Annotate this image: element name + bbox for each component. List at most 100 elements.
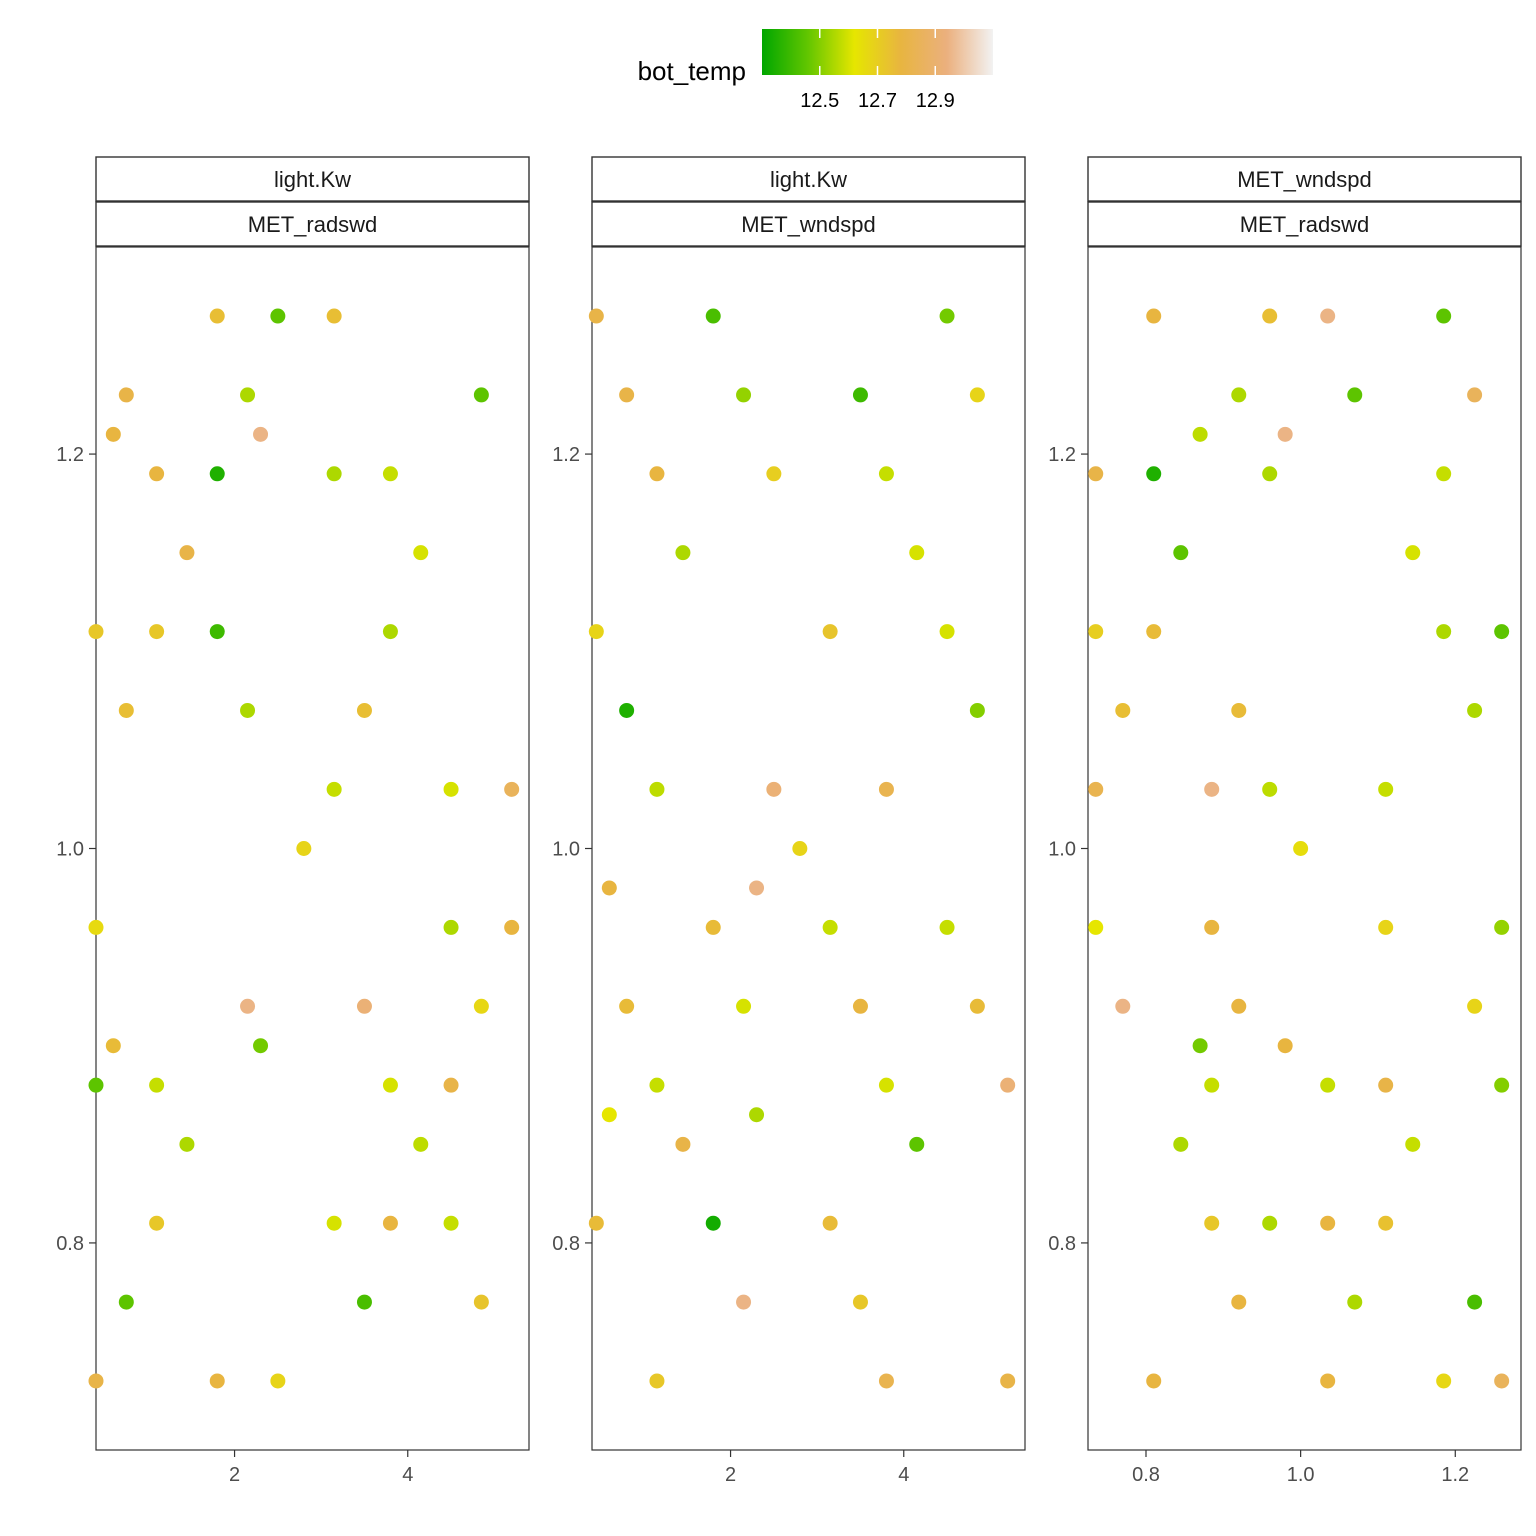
scatter-point xyxy=(1378,919,1394,935)
scatter-point xyxy=(1494,1373,1510,1389)
scatter-point xyxy=(1320,1373,1336,1389)
scatter-point xyxy=(270,1373,286,1389)
scatter-point xyxy=(443,1077,459,1093)
scatter-point xyxy=(356,1294,372,1310)
scatter-point xyxy=(1146,1373,1162,1389)
scatter-point xyxy=(209,308,225,324)
scatter-point xyxy=(675,545,691,561)
scatter-point xyxy=(1436,624,1452,640)
x-tick-label: 2 xyxy=(725,1464,736,1486)
y-tick-label: 0.8 xyxy=(56,1233,84,1255)
scatter-point xyxy=(149,1215,165,1231)
x-tick-label: 4 xyxy=(402,1464,413,1486)
scatter-point xyxy=(1436,466,1452,482)
facet-strip-label: light.Kw xyxy=(770,167,847,192)
scatter-point xyxy=(1192,426,1208,442)
scatter-point xyxy=(1262,308,1278,324)
scatter-point xyxy=(601,880,617,896)
scatter-point xyxy=(878,466,894,482)
scatter-point xyxy=(504,919,520,935)
scatter-point xyxy=(1378,781,1394,797)
y-tick-label: 1.2 xyxy=(56,444,84,466)
scatter-point xyxy=(88,624,104,640)
scatter-point xyxy=(1088,466,1104,482)
scatter-point xyxy=(969,702,985,718)
scatter-point xyxy=(1146,624,1162,640)
scatter-point xyxy=(705,1215,721,1231)
scatter-point xyxy=(443,1215,459,1231)
scatter-point xyxy=(1347,1294,1363,1310)
facet-strip-label: MET_wndspd xyxy=(1237,167,1372,192)
scatter-point xyxy=(909,545,925,561)
scatter-point xyxy=(588,624,604,640)
scatter-point xyxy=(326,308,342,324)
scatter-point xyxy=(1405,545,1421,561)
scatter-point xyxy=(1262,781,1278,797)
y-tick-label: 1.0 xyxy=(1048,839,1076,861)
scatter-point xyxy=(443,919,459,935)
scatter-point xyxy=(649,781,665,797)
scatter-point xyxy=(749,1107,765,1123)
scatter-point xyxy=(1494,1077,1510,1093)
scatter-point xyxy=(326,1215,342,1231)
scatter-point xyxy=(878,1373,894,1389)
scatter-point xyxy=(1467,702,1483,718)
facet-panel-3: MET_wndspd MET_radswd 0.8 1.0 1.2 0.8 1.0 1.2 xyxy=(1048,156,1522,1486)
scatter-point xyxy=(88,1077,104,1093)
scatter-point xyxy=(179,1136,195,1152)
scatter-point xyxy=(382,466,398,482)
scatter-point xyxy=(253,426,269,442)
scatter-point xyxy=(1320,1077,1336,1093)
scatter-point xyxy=(1378,1215,1394,1231)
facet-panel-2: light.Kw MET_wndspd 0.8 1.0 1.2 2 4 xyxy=(552,156,1026,1486)
facet-strip-label: MET_wndspd xyxy=(741,212,876,237)
scatter-point xyxy=(326,466,342,482)
scatter-point xyxy=(969,998,985,1014)
scatter-point xyxy=(878,781,894,797)
scatter-point xyxy=(1146,308,1162,324)
scatter-point xyxy=(822,1215,838,1231)
scatter-point xyxy=(792,841,808,856)
scatter-point xyxy=(766,781,782,797)
scatter-point xyxy=(1320,1215,1336,1231)
facet-strip-label: MET_radswd xyxy=(248,212,378,237)
legend-title: bot_temp xyxy=(638,56,746,86)
panels: light.Kw MET_radswd 0.8 1.0 1.2 2 4 light.Kw MET… xyxy=(56,156,1522,1486)
y-tick-label: 0.8 xyxy=(552,1233,580,1255)
scatter-point xyxy=(1467,998,1483,1014)
scatter-point xyxy=(1204,919,1220,935)
scatter-point xyxy=(736,998,752,1014)
scatter-point xyxy=(1204,1215,1220,1231)
scatter-point xyxy=(118,387,134,403)
scatter-point xyxy=(619,387,635,403)
scatter-point xyxy=(1436,1373,1452,1389)
plot-area xyxy=(591,246,1026,1451)
scatter-point xyxy=(1173,1136,1189,1152)
facet-strip xyxy=(1087,156,1522,202)
legend: bot_temp 12.5 12.7 12.9 xyxy=(638,29,993,112)
scatter-point xyxy=(88,919,104,935)
scatter-point xyxy=(1115,702,1131,718)
scatter-point xyxy=(296,841,312,856)
y-tick-label: 1.0 xyxy=(56,839,84,861)
scatter-point xyxy=(766,466,782,482)
scatter-point xyxy=(149,1077,165,1093)
scatter-point xyxy=(413,545,429,561)
scatter-point xyxy=(822,624,838,640)
x-tick-label: 4 xyxy=(898,1464,909,1486)
scatter-point xyxy=(326,781,342,797)
scatter-point xyxy=(270,308,286,324)
facet-strip xyxy=(591,156,1026,202)
scatter-point xyxy=(705,308,721,324)
scatter-point xyxy=(878,1077,894,1093)
scatter-point xyxy=(649,466,665,482)
scatter-point xyxy=(413,1136,429,1152)
scatter-point xyxy=(240,998,256,1014)
scatter-point xyxy=(149,466,165,482)
scatter-point xyxy=(149,624,165,640)
y-tick-label: 1.0 xyxy=(552,839,580,861)
plot-area xyxy=(95,246,530,1451)
scatter-point xyxy=(1088,624,1104,640)
x-tick-label: 2 xyxy=(229,1464,240,1486)
scatter-point xyxy=(1000,1077,1016,1093)
